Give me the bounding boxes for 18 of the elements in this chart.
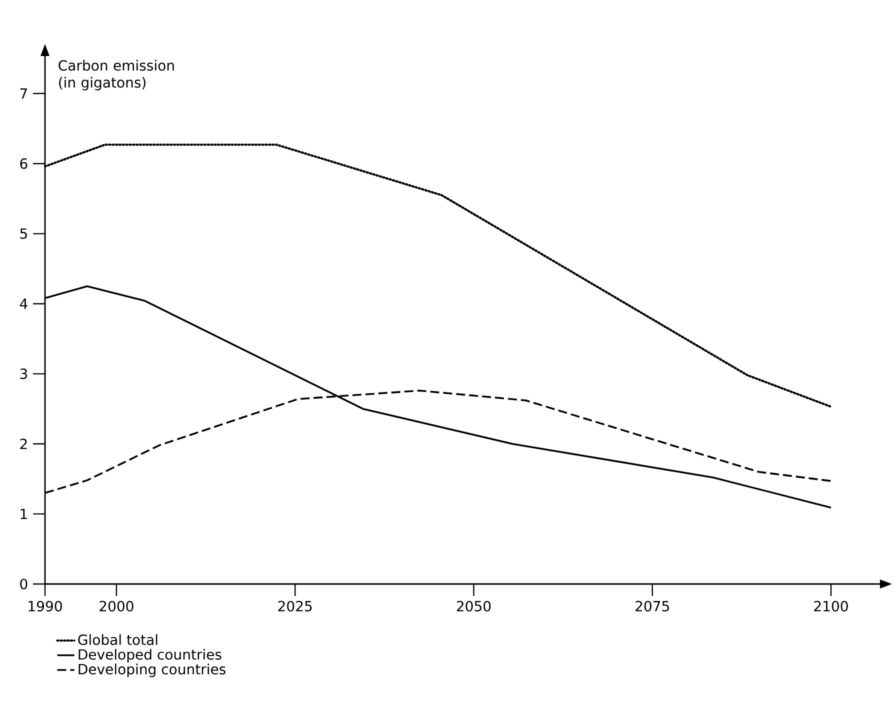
y-tick-label: 3 <box>20 368 28 380</box>
y-tick-label: 7 <box>20 88 27 99</box>
x-tick-label: 2025 <box>278 600 312 612</box>
legend-label: Developing countries <box>78 664 226 678</box>
y-tick-label: 6 <box>20 158 28 169</box>
legend-label: Developed countries <box>78 648 222 662</box>
x-tick-label: 2050 <box>456 600 491 612</box>
y-tick-label: 2 <box>20 438 27 450</box>
x-tick-label: 2075 <box>636 600 669 612</box>
x-tick-label: 2100 <box>814 600 848 612</box>
x-tick-label: 2000 <box>100 600 134 612</box>
y-tick-label: 1 <box>20 508 27 520</box>
y-tick-label: 4 <box>20 298 28 309</box>
y-axis-title: Carbon emission (in gigatons) <box>58 60 174 90</box>
x-tick-label: 1990 <box>28 600 62 612</box>
legend-label: Global total <box>78 634 158 646</box>
y-tick-label: 5 <box>20 228 27 239</box>
y-tick-label: 0 <box>20 578 28 590</box>
